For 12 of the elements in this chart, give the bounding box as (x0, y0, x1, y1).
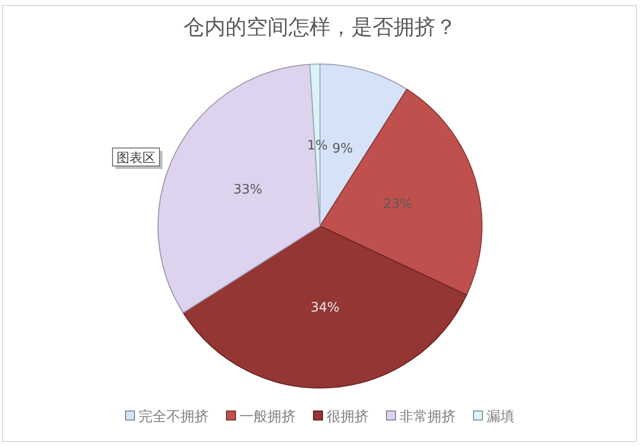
chart-title: 仓内的空间怎样，是否拥挤？ (184, 15, 456, 39)
data-label: 9% (332, 142, 353, 157)
legend-label: 非常拥挤 (400, 409, 456, 425)
legend-label: 完全不拥挤 (138, 409, 208, 425)
data-label: 23% (383, 196, 412, 212)
text: 图表区 (116, 151, 156, 166)
legend-label: 很拥挤 (326, 409, 368, 425)
legend-label: 漏填 (486, 409, 514, 425)
data-label: 34% (310, 300, 340, 316)
data-label: 33% (233, 182, 262, 198)
legend-label: 一般拥挤 (240, 409, 296, 425)
data-label: 1% (307, 138, 328, 154)
